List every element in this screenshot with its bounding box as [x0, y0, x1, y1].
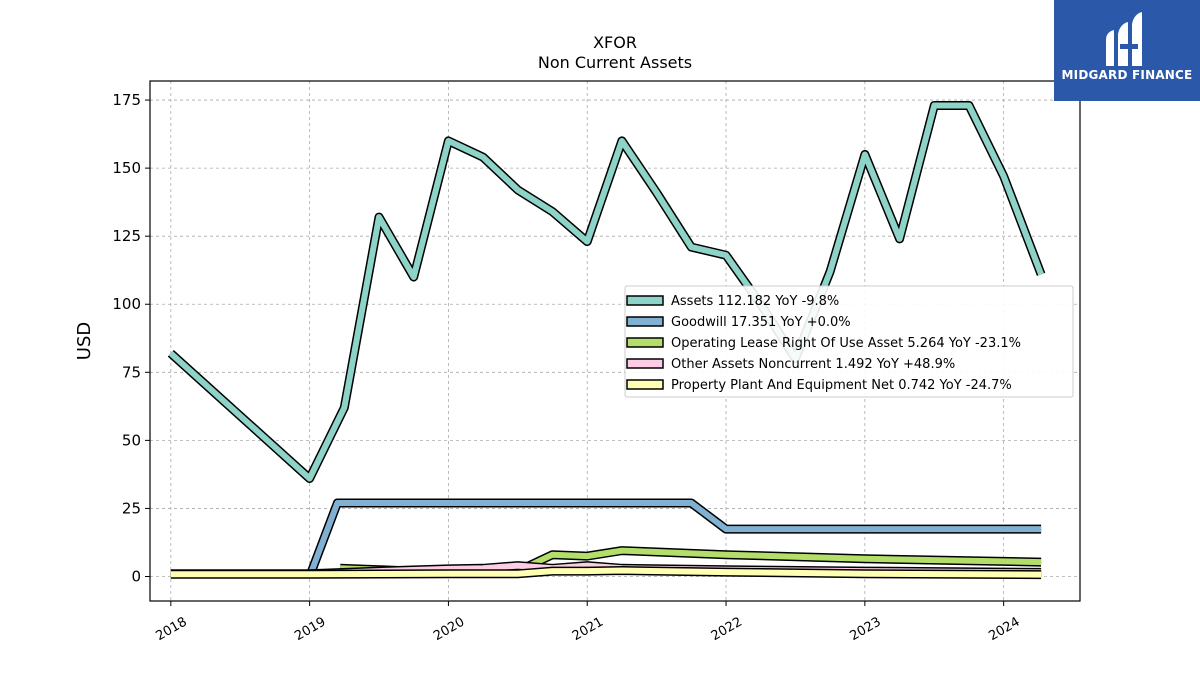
chart-subtitle: Non Current Assets: [538, 53, 692, 72]
x-tick-label: 2020: [431, 615, 467, 645]
series-line: [306, 500, 1042, 578]
x-tick-label: 2022: [709, 615, 745, 645]
y-tick-label: 175: [112, 91, 141, 109]
legend-swatch: [626, 316, 664, 327]
series-0: [167, 101, 1046, 483]
legend-swatch: [626, 379, 664, 390]
x-tick-label: 2019: [292, 615, 328, 645]
logo-mark-icon: [1106, 12, 1142, 66]
brand-logo: MIDGARD FINANCE: [1054, 0, 1200, 101]
plot-frame: [149, 80, 1081, 602]
x-tick-label: 2021: [570, 615, 606, 645]
chart-title: XFOR: [593, 33, 637, 52]
y-tick-label: 25: [122, 499, 141, 517]
legend-box: [624, 285, 1074, 398]
series-layer: [167, 101, 1046, 580]
legend-swatch: [626, 337, 664, 348]
y-tick-label: 150: [112, 159, 141, 177]
legend-label: Operating Lease Right Of Use Asset 5.264…: [671, 336, 1021, 351]
legend-label: Assets 112.182 YoY -9.8%: [671, 294, 839, 309]
x-tick-label: 2023: [848, 615, 884, 645]
legend-label: Other Assets Noncurrent 1.492 YoY +48.9%: [671, 357, 955, 372]
legend-swatch: [626, 358, 664, 369]
y-tick-label: 100: [112, 295, 141, 313]
logo-text: MIDGARD FINANCE: [1061, 68, 1193, 82]
x-tick-label: 2018: [153, 615, 189, 645]
y-tick-label: 0: [131, 567, 141, 585]
series-line: [168, 102, 1044, 482]
y-tick-label: 50: [122, 431, 141, 449]
legend: Assets 112.182 YoY -9.8% Goodwill 17.351 …: [624, 285, 1074, 398]
legend-swatch: [626, 295, 664, 306]
y-tick-label: 75: [122, 363, 141, 381]
x-tick-label: 2024: [986, 615, 1022, 645]
y-axis-label: USD: [74, 322, 95, 360]
legend-label: Property Plant And Equipment Net 0.742 Y…: [671, 378, 1012, 393]
series-1: [305, 498, 1042, 579]
y-tick-label: 125: [112, 227, 141, 245]
series-line: [170, 567, 1042, 578]
series-4: [170, 566, 1042, 580]
legend-label: Goodwill 17.351 YoY +0.0%: [671, 315, 851, 330]
